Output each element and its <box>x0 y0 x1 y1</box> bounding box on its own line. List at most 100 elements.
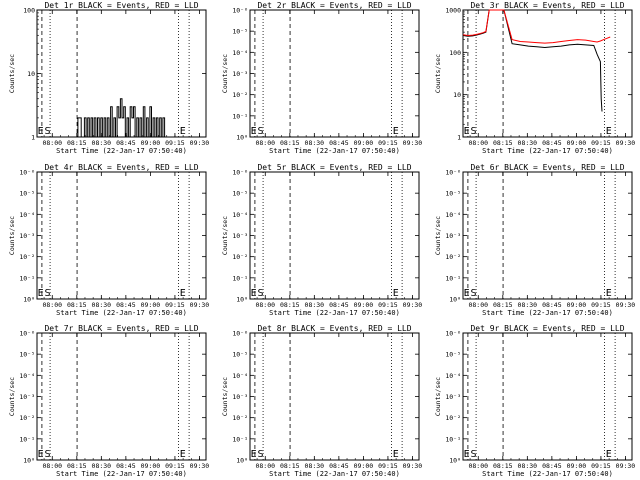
panel-5-ytick-label: 10⁻⁵ <box>232 190 248 198</box>
panel-9-ytick-label: 10⁻⁵ <box>445 351 461 359</box>
panel-7-ytick-label: 10⁻⁴ <box>19 372 35 380</box>
panel-2-xtick-label: 08:45 <box>329 139 349 147</box>
panel-9-xlabel: Start Time (22-Jan-17 07:50:40) <box>482 470 613 478</box>
panel-8-ytick-label: 10⁻³ <box>232 393 248 401</box>
panel-7-xtick-label: 09:00 <box>141 462 161 470</box>
panel-3-title: Det 3r BLACK = Events, RED = LLD <box>470 1 624 10</box>
panel-4-xlabel: Start Time (22-Jan-17 07:50:40) <box>56 309 187 317</box>
panel-9-ytick-label: 10⁻³ <box>445 393 461 401</box>
panel-2-xtick-label: 09:30 <box>403 139 423 147</box>
panel-8-ytick-label: 10⁻⁴ <box>232 372 248 380</box>
panel-7-title: Det 7r BLACK = Events, RED = LLD <box>44 324 198 333</box>
panel-4: Det 4r BLACK = Events, RED = LLD 08:00 08:… <box>8 163 209 317</box>
panel-1: Det 1r BLACK = Events, RED = LLD 08:00 08:… <box>8 1 209 155</box>
panel-8-xtick-label: 09:15 <box>378 462 398 470</box>
panel-5-xtick-label: 09:15 <box>378 301 398 309</box>
panel-6-xtick-label: 09:00 <box>567 301 587 309</box>
panel-4-ytick-label: 10⁰ <box>23 296 35 304</box>
panel-9-marker-e: E <box>606 449 612 460</box>
panel-4-xtick-label: 09:30 <box>190 301 210 309</box>
panel-7-ytick-label: 10⁻⁵ <box>19 351 35 359</box>
panel-3-ylabel: Counts/sec <box>434 54 442 93</box>
panel-2-title: Det 2r BLACK = Events, RED = LLD <box>257 1 411 10</box>
panel-3-marker-e: E <box>464 126 470 137</box>
panel-5-marker-s: S <box>258 288 264 299</box>
panel-5-xtick-label: 08:15 <box>280 301 300 309</box>
panel-9-xtick-label: 09:00 <box>567 462 587 470</box>
panel-9-xtick-label: 09:15 <box>591 462 611 470</box>
panel-7-marker-e: E <box>180 449 186 460</box>
panel-1-xtick-label: 08:00 <box>42 139 62 147</box>
panel-6-xtick-label: 08:00 <box>468 301 488 309</box>
panel-6: Det 6r BLACK = Events, RED = LLD 08:00 08:… <box>434 163 635 317</box>
panel-3-xtick-label: 09:15 <box>591 139 611 147</box>
panel-1-series-black <box>77 98 167 138</box>
panel-8-ytick-label: 10⁰ <box>236 457 248 465</box>
panel-3-ytick-label: 10 <box>453 91 461 99</box>
panel-1-ylabel: Counts/sec <box>8 54 16 93</box>
panel-7-ytick-label: 10⁰ <box>23 457 35 465</box>
panel-7-ytick-label: 10⁻¹ <box>19 435 35 443</box>
panel-5-xtick-label: 09:30 <box>403 301 423 309</box>
panel-3-series-black <box>462 9 603 112</box>
panel-6-title: Det 6r BLACK = Events, RED = LLD <box>470 163 624 172</box>
panel-4-xtick-label: 08:00 <box>42 301 62 309</box>
panel-9-ytick-label: 10⁻⁶ <box>445 330 461 338</box>
panel-8-xtick-label: 08:45 <box>329 462 349 470</box>
panel-9-ytick-label: 10⁻⁴ <box>445 372 461 380</box>
panel-2-xlabel: Start Time (22-Jan-17 07:50:40) <box>269 147 400 155</box>
panel-3-marker-e: E <box>606 126 612 137</box>
panel-4-xtick-label: 08:30 <box>92 301 112 309</box>
panel-3-xtick-label: 09:30 <box>616 139 636 147</box>
panel-6-ytick-label: 10⁰ <box>449 296 461 304</box>
panel-3-series-red <box>462 9 611 44</box>
panel-6-marker-e: E <box>464 288 470 299</box>
panel-8-ylabel: Counts/sec <box>221 377 229 416</box>
panel-5-ylabel: Counts/sec <box>221 216 229 255</box>
panel-5-ytick-label: 10⁻² <box>232 253 248 261</box>
panel-7-ylabel: Counts/sec <box>8 377 16 416</box>
panel-8-xtick-label: 08:00 <box>255 462 275 470</box>
panel-6-ytick-label: 10⁻³ <box>445 232 461 240</box>
panel-5-ytick-label: 10⁻¹ <box>232 274 248 282</box>
panel-3-ytick-label: 100 <box>449 49 461 57</box>
panel-2-marker-e: E <box>251 126 257 137</box>
panel-2-xtick-label: 09:00 <box>354 139 374 147</box>
panel-1-ytick-label: 100 <box>23 7 35 15</box>
panel-6-xtick-label: 08:30 <box>518 301 538 309</box>
panel-7-xtick-label: 08:15 <box>67 462 87 470</box>
panel-9-title: Det 9r BLACK = Events, RED = LLD <box>470 324 624 333</box>
panel-1-xtick-label: 08:30 <box>92 139 112 147</box>
panel-9-xtick-label: 09:30 <box>616 462 636 470</box>
panel-4-ytick-label: 10⁻¹ <box>19 274 35 282</box>
panel-2-frame <box>249 9 420 138</box>
panel-3: Det 3r BLACK = Events, RED = LLD 08:00 08:… <box>434 1 635 155</box>
panel-5-ytick-label: 10⁻⁴ <box>232 211 248 219</box>
panel-9-ytick-label: 10⁻² <box>445 414 461 422</box>
panel-9-xtick-label: 08:00 <box>468 462 488 470</box>
panel-2-marker-s: S <box>258 126 264 137</box>
panel-8-ytick-label: 10⁻⁵ <box>232 351 248 359</box>
panel-1-ytick-label: 1 <box>31 134 35 142</box>
panel-8: Det 8r BLACK = Events, RED = LLD 08:00 08:… <box>221 324 422 478</box>
panel-3-xtick-label: 08:15 <box>493 139 513 147</box>
panel-5-marker-e: E <box>393 288 399 299</box>
panel-7-ytick-label: 10⁻⁶ <box>19 330 35 338</box>
panel-4-xtick-label: 08:45 <box>116 301 136 309</box>
panel-4-ytick-label: 10⁻² <box>19 253 35 261</box>
panel-1-ytick-label: 10 <box>27 70 35 78</box>
panel-4-xtick-label: 09:00 <box>141 301 161 309</box>
panel-3-xtick-label: 08:45 <box>542 139 562 147</box>
panel-8-marker-e: E <box>251 449 257 460</box>
panel-7-xlabel: Start Time (22-Jan-17 07:50:40) <box>56 470 187 478</box>
panel-2-ytick-label: 10⁻⁴ <box>232 49 248 57</box>
panel-7-marker-s: S <box>45 449 51 460</box>
panel-3-frame <box>462 9 633 138</box>
panel-7-marker-e: E <box>38 449 44 460</box>
panel-9-xtick-label: 08:15 <box>493 462 513 470</box>
panel-3-xtick-label: 08:30 <box>518 139 538 147</box>
panel-7-xtick-label: 08:30 <box>92 462 112 470</box>
panel-5: Det 5r BLACK = Events, RED = LLD 08:00 08:… <box>221 163 422 317</box>
panel-4-xtick-label: 09:15 <box>165 301 185 309</box>
panel-8-ytick-label: 10⁻¹ <box>232 435 248 443</box>
